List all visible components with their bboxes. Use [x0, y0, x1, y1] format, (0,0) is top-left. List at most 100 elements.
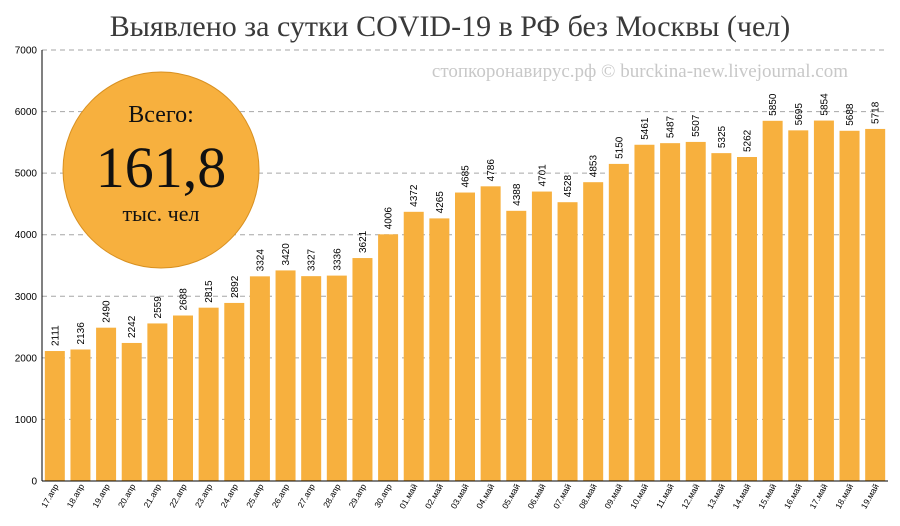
bar: [121, 342, 142, 481]
x-tick-label: 15.май: [756, 482, 778, 511]
x-tick-label: 25.апр: [244, 482, 266, 510]
x-tick-label: 14.май: [731, 482, 753, 511]
x-tick-label: 11.май: [654, 482, 676, 510]
watermark: стопкоронавирус.рф © burckina-new.livejo…: [432, 61, 848, 82]
bar: [685, 141, 706, 481]
bar: [224, 302, 245, 481]
total-badge-value: 161,8: [96, 135, 227, 200]
x-tick-label: 26.апр: [270, 482, 292, 510]
data-label: 5688: [845, 103, 856, 126]
bar: [634, 144, 655, 481]
data-label: 2111: [50, 325, 61, 346]
x-tick-labels: 17.апр 18.апр 19.апр 20.апр 21.апр 22.апр 23.а…: [39, 482, 881, 511]
x-tick-label: 13.май: [705, 482, 727, 511]
bar: [737, 157, 757, 481]
bar: [352, 258, 373, 481]
y-tick-label: 6000: [15, 107, 38, 118]
bar: [275, 270, 296, 481]
total-badge-unit: тыс. чел: [123, 201, 200, 226]
x-tick-label: 19.май: [859, 482, 881, 511]
bar: [429, 218, 450, 481]
x-tick-label: 30.апр: [372, 482, 394, 510]
bar: [583, 182, 604, 482]
data-label: 4388: [512, 183, 523, 206]
data-label: 5695: [794, 103, 805, 126]
y-tick-label: 3000: [15, 292, 38, 303]
data-label: 4701: [537, 164, 548, 187]
bar: [301, 276, 322, 481]
x-tick-label: 29.апр: [347, 482, 369, 510]
x-tick-label: 20.апр: [116, 482, 138, 510]
bar: [326, 275, 347, 481]
axes: [41, 50, 888, 482]
bar: [762, 120, 783, 482]
bar: [506, 210, 527, 481]
data-label: 5487: [666, 115, 677, 138]
data-label: 5461: [640, 117, 651, 140]
x-tick-label: 08.май: [577, 482, 599, 511]
data-label: 2242: [127, 315, 138, 338]
data-label: 5854: [819, 93, 830, 116]
x-tick-label: 28.апр: [321, 482, 343, 510]
data-label: 5325: [717, 125, 728, 148]
x-tick-label: 17.май: [807, 482, 829, 511]
data-label: 3327: [307, 248, 318, 271]
x-tick-label: 21.апр: [141, 482, 163, 510]
x-tick-label: 19.апр: [90, 482, 112, 510]
bar: [839, 130, 860, 481]
y-tick-labels: 0 1000 2000 3000 4000 5000 6000 7000: [15, 46, 38, 488]
x-tick-label: 24.апр: [218, 482, 240, 510]
data-label: 3621: [358, 230, 369, 253]
bar: [96, 327, 117, 481]
y-tick-label: 2000: [15, 353, 38, 364]
x-tick-label: 17.апр: [39, 482, 61, 510]
x-tick-label: 02.май: [423, 482, 445, 511]
bar: [480, 186, 501, 481]
data-label: 5507: [691, 114, 702, 137]
x-tick-label: 10.май: [628, 482, 650, 511]
y-tick-label: 7000: [15, 46, 38, 57]
data-label: 2688: [179, 288, 190, 311]
data-label: 2136: [76, 322, 87, 345]
x-tick-label: 18.апр: [65, 482, 87, 510]
bar: [70, 349, 91, 481]
data-labels: 2111 2136 2490 2242 2559 2688 2815 2892 3324 3420…: [50, 93, 881, 346]
x-tick-label: 09.май: [602, 482, 624, 511]
bar: [531, 191, 552, 481]
data-label: 3336: [332, 248, 343, 271]
bar: [455, 192, 475, 482]
data-label: 3324: [255, 249, 266, 272]
data-label: 5718: [871, 101, 882, 124]
data-label: 2559: [153, 296, 164, 319]
total-badge-circle: [62, 71, 260, 269]
bar: [198, 307, 219, 481]
data-label: 4528: [563, 175, 574, 198]
bar: [173, 315, 193, 481]
y-tick-label: 4000: [15, 230, 38, 241]
total-badge: Всего: 161,8 тыс. чел: [62, 71, 260, 269]
chart-title: Выявлено за сутки COVID-19 в РФ без Моск…: [110, 10, 791, 43]
bar: [403, 211, 424, 482]
x-tick-label: 01.май: [397, 482, 419, 511]
x-tick-label: 04.май: [474, 482, 496, 511]
data-label: 3420: [281, 243, 292, 266]
data-label: 4853: [589, 155, 600, 178]
data-label: 5850: [768, 93, 779, 116]
bar: [813, 120, 834, 482]
x-tick-label: 03.май: [449, 482, 471, 511]
bar: [378, 234, 399, 481]
data-label: 4006: [384, 207, 395, 230]
bar: [660, 143, 681, 481]
y-tick-label: 1000: [15, 415, 38, 426]
bar: [249, 276, 270, 481]
x-tick-label: 12.май: [679, 482, 701, 511]
data-label: 4685: [461, 165, 472, 188]
bar: [147, 323, 168, 481]
data-label: 4265: [435, 191, 446, 214]
x-tick-label: 27.апр: [295, 482, 317, 510]
y-tick-label: 5000: [15, 169, 38, 180]
x-tick-label: 23.апр: [193, 482, 215, 510]
x-tick-label: 06.май: [525, 482, 547, 511]
data-label: 5262: [743, 129, 754, 152]
